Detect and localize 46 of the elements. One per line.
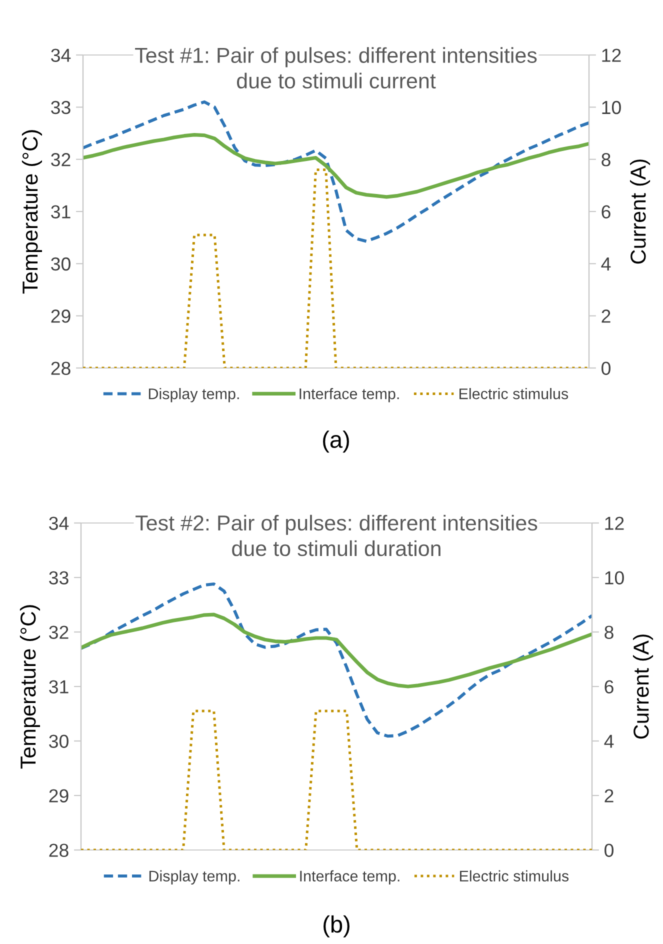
- y-tick-label: 32: [49, 626, 68, 639]
- y2-tick-label: 8: [602, 153, 610, 166]
- legend-label: Display temp.: [149, 870, 240, 885]
- y-tick-label: 33: [49, 571, 68, 584]
- y-tick-label: 29: [51, 310, 70, 323]
- line-series: [83, 133, 589, 199]
- legend-label: Electric stimulus: [460, 388, 568, 400]
- y-tick-label: 30: [49, 734, 68, 748]
- y2-axis-title: Current (A): [632, 634, 654, 739]
- legend-label: Interface temp.: [300, 870, 400, 885]
- y2-tick-label: 12: [602, 48, 621, 62]
- y2-tick-label: 6: [602, 205, 610, 218]
- y-tick-label: 32: [51, 153, 70, 166]
- text: (a): [323, 430, 349, 453]
- y-tick-label: 34: [49, 516, 69, 530]
- y-tick-label: 33: [51, 100, 70, 114]
- y2-tick-label: 2: [602, 310, 610, 323]
- y-tick-label: 28: [49, 844, 68, 857]
- y2-tick-label: 4: [604, 734, 614, 748]
- y2-tick-label: 6: [604, 680, 614, 694]
- y2-tick-label: 2: [604, 789, 614, 802]
- y-tick-label: 30: [51, 257, 70, 271]
- y-axis-title: Temperature (°C): [22, 130, 42, 294]
- y-tick-label: 29: [49, 789, 68, 802]
- line-series: [81, 582, 592, 738]
- line-series: [83, 100, 589, 243]
- chart-title: Test #1: Pair of pulses: different intensities due to stimuli current: [135, 47, 537, 89]
- y2-tick-label: 0: [604, 844, 614, 857]
- y-tick-label: 31: [51, 205, 70, 218]
- y-axis-title: Temperature (°C): [20, 605, 40, 769]
- y2-tick-label: 0: [602, 362, 610, 375]
- y2-tick-label: 10: [605, 571, 624, 584]
- y-tick-label: 28: [51, 362, 70, 375]
- y2-tick-label: 10: [602, 100, 621, 114]
- y2-tick-label: 4: [601, 258, 611, 270]
- y-tick-label: 31: [49, 680, 68, 694]
- legend-label: Electric stimulus: [460, 870, 569, 882]
- chart-title: Test #2: Pair of pulses: different intensities due to stimuli duration: [136, 514, 538, 556]
- legend-label: Display temp.: [148, 388, 239, 402]
- y2-axis-title: Current (A): [630, 160, 650, 264]
- y-tick-label: 34: [51, 48, 71, 62]
- y2-tick-label: 8: [604, 626, 614, 639]
- legend-label: Interface temp.: [300, 388, 399, 402]
- text: (b): [324, 915, 350, 938]
- y2-tick-label: 12: [605, 516, 624, 530]
- line-series: [81, 612, 592, 688]
